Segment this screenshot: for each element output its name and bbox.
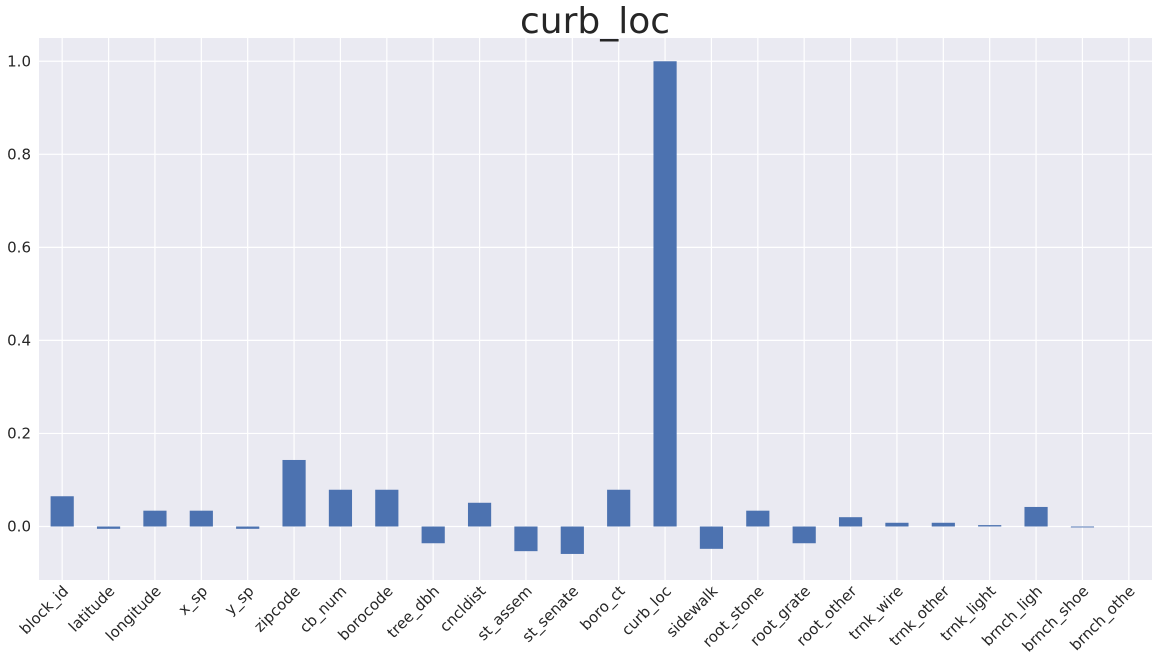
y-tick-label: 0.8 (7, 145, 31, 163)
bar-st_assem (514, 526, 538, 552)
bar-latitude (96, 526, 121, 529)
bar-trnk_light (978, 525, 1002, 527)
bars (50, 61, 1141, 554)
bar-root_grate (792, 526, 816, 544)
y-tick-label: 0.0 (7, 517, 31, 535)
bar-zipcode (282, 459, 306, 527)
bar-sidewalk (699, 526, 724, 549)
bar-trnk_other (931, 522, 955, 527)
bar-x_sp (189, 510, 213, 527)
bar-curb_loc (653, 61, 677, 527)
plot-background (39, 38, 1152, 580)
bar-tree_dbh (421, 526, 445, 544)
x-tick-label: x_sp (175, 582, 212, 619)
y-tick-label: 0.2 (7, 424, 31, 442)
bar-brnch_shoe (1070, 526, 1095, 528)
bar-trnk_wire (885, 522, 909, 527)
bar-longitude (143, 510, 167, 527)
y-tick-label: 1.0 (7, 52, 31, 70)
grid-lines (39, 38, 1152, 580)
x-tick-label: block_id (16, 582, 73, 639)
y-tick-label: 0.4 (7, 331, 31, 349)
bar-borocode (375, 489, 399, 527)
bar-block_id (50, 496, 74, 527)
bar-boro_ct (607, 489, 631, 527)
x-tick-label: y_sp (221, 582, 258, 619)
y-tick-label: 0.6 (7, 238, 31, 256)
bar-root_other (838, 517, 863, 527)
chart-title: curb_loc (520, 1, 670, 42)
bar-y_sp (236, 526, 260, 529)
x-tick-label: zipcode (250, 582, 304, 636)
y-axis: 0.0 0.2 0.4 0.6 0.8 1.0 (7, 52, 31, 535)
bar-st_senate (560, 526, 584, 554)
bar-cncldist (467, 502, 492, 527)
bar-cb_num (328, 489, 353, 527)
bar-brnch_ligh (1024, 506, 1048, 527)
bar-root_stone (746, 510, 770, 527)
